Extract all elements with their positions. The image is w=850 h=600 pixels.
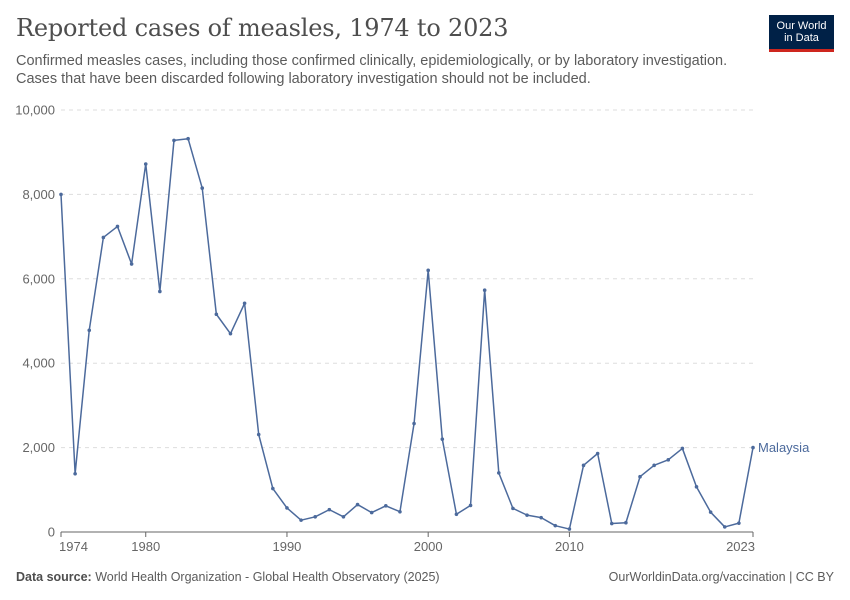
data-point[interactable] — [384, 504, 388, 508]
data-point[interactable] — [59, 192, 63, 197]
y-tick-label: 0 — [48, 525, 55, 540]
data-point[interactable] — [468, 503, 473, 508]
data-point[interactable] — [440, 437, 445, 441]
series-label[interactable]: Malaysia — [758, 440, 810, 455]
data-point[interactable] — [708, 510, 713, 514]
chart-title: Reported cases of measles, 1974 to 2023 — [16, 14, 509, 42]
data-point[interactable] — [539, 515, 543, 520]
y-axis-ticks: 0 2,000 4,000 6,000 8,000 10,000 — [15, 103, 55, 540]
series-group: Malaysia — [59, 136, 810, 531]
logo-line-2: in Data — [784, 32, 819, 44]
data-point[interactable] — [101, 235, 106, 240]
data-point[interactable] — [426, 268, 430, 273]
series-line[interactable] — [60, 137, 754, 530]
data-source: Data source: World Health Organization -… — [16, 570, 440, 584]
data-point[interactable] — [369, 510, 374, 515]
data-point[interactable] — [355, 502, 360, 507]
data-point[interactable] — [214, 312, 219, 317]
y-tick-label: 6,000 — [22, 271, 55, 286]
data-point[interactable] — [129, 262, 134, 266]
x-tick-label: 2023 — [726, 539, 755, 554]
data-point[interactable] — [228, 331, 233, 336]
data-point[interactable] — [87, 328, 92, 333]
x-tick-label: 2000 — [414, 539, 443, 554]
data-point[interactable] — [652, 463, 656, 468]
data-point[interactable] — [285, 506, 289, 510]
grid-lines — [61, 109, 753, 449]
y-tick-label: 10,000 — [15, 103, 55, 118]
y-tick-label: 4,000 — [22, 356, 55, 371]
data-point[interactable] — [595, 451, 600, 456]
data-point[interactable] — [496, 471, 501, 475]
data-point[interactable] — [525, 513, 529, 517]
x-tick-label: 1990 — [272, 539, 301, 554]
data-point[interactable] — [581, 463, 586, 468]
data-point[interactable] — [158, 289, 162, 294]
data-point[interactable] — [567, 527, 572, 531]
data-source-text[interactable]: World Health Organization - Global Healt… — [95, 570, 440, 584]
data-point[interactable] — [680, 446, 685, 451]
x-tick-label: 1980 — [131, 539, 160, 554]
data-point[interactable] — [271, 486, 275, 491]
data-point[interactable] — [299, 518, 303, 522]
y-tick-label: 2,000 — [22, 440, 55, 455]
data-point[interactable] — [172, 138, 176, 143]
data-point[interactable] — [624, 520, 628, 525]
data-point[interactable] — [454, 512, 459, 517]
chart-subtitle: Confirmed measles cases, including those… — [16, 53, 728, 87]
data-point[interactable] — [398, 509, 402, 514]
y-tick-label: 8,000 — [22, 187, 55, 202]
data-point[interactable] — [186, 136, 190, 141]
data-point[interactable] — [313, 515, 318, 519]
footer-link[interactable]: OurWorldinData.org/vaccination | CC BY — [608, 570, 834, 584]
data-point[interactable] — [73, 471, 77, 476]
data-point[interactable] — [242, 301, 247, 306]
data-point[interactable] — [511, 506, 515, 511]
data-point[interactable] — [694, 485, 699, 489]
data-point[interactable] — [143, 162, 148, 166]
data-point[interactable] — [737, 521, 741, 525]
owid-logo[interactable]: Our World in Data — [769, 15, 834, 52]
data-point[interactable] — [609, 521, 614, 526]
x-tick-label: 2010 — [555, 539, 584, 554]
x-tick-label: 1974 — [59, 539, 88, 554]
data-point[interactable] — [327, 507, 332, 512]
data-point[interactable] — [482, 288, 487, 292]
data-point[interactable] — [553, 523, 558, 528]
data-point[interactable] — [200, 186, 205, 190]
data-point[interactable] — [751, 445, 755, 450]
data-point[interactable] — [256, 432, 261, 437]
data-point[interactable] — [722, 525, 727, 529]
data-source-label: Data source: — [16, 570, 92, 584]
data-point[interactable] — [638, 474, 642, 479]
logo-line-1: Our World — [776, 20, 827, 32]
data-point[interactable] — [666, 458, 671, 462]
data-point[interactable] — [341, 515, 346, 519]
data-point[interactable] — [115, 224, 120, 229]
data-point[interactable] — [412, 421, 416, 426]
x-axis: 1974 1980 1990 2000 2010 2023 — [59, 531, 755, 554]
